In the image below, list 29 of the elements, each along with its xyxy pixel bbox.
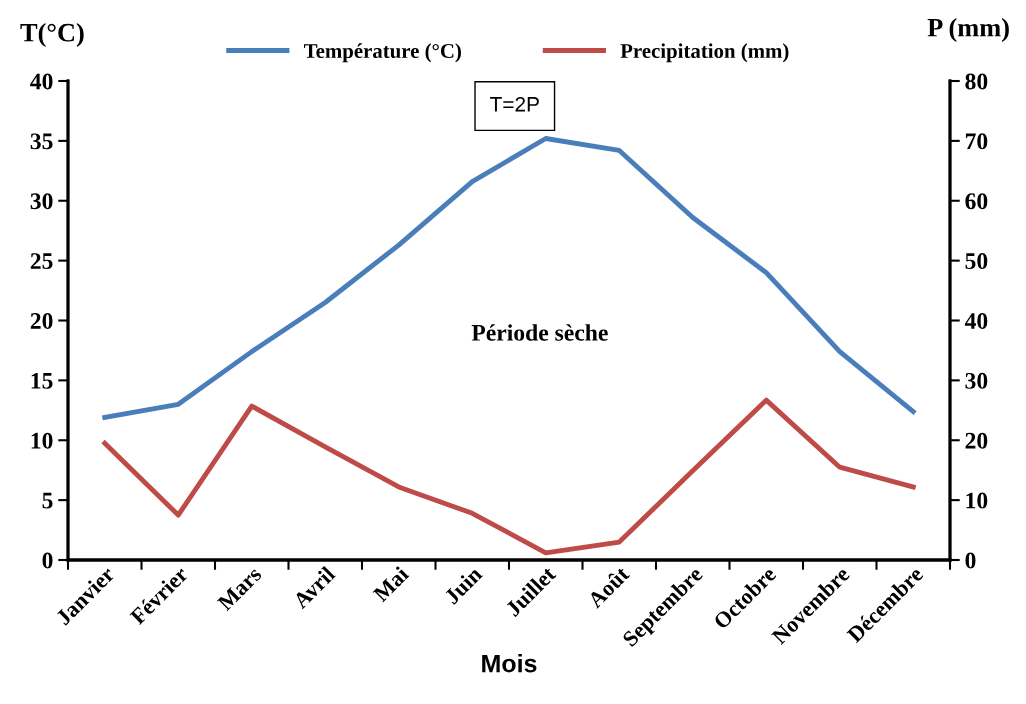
annotation: Période sèche: [471, 324, 608, 341]
y2-tick-label: 80: [965, 73, 988, 90]
x-tick-label: Mai: [371, 565, 410, 603]
line-series: [102, 136, 916, 420]
x-axis-title: Mois: [482, 654, 537, 673]
y2-tick-label: 0: [965, 552, 976, 569]
annotation: T=2P: [490, 96, 539, 112]
y-tick-label: 40: [30, 73, 53, 90]
y-tick-label: 15: [31, 372, 53, 389]
y2-tick-label: 60: [965, 193, 988, 210]
y-axis-title: T(°C): [20, 23, 84, 47]
y2-tick-label: 10: [966, 492, 988, 509]
x-tick-label: Juin: [443, 565, 484, 605]
y-tick-label: 5: [42, 492, 53, 509]
y2-tick-label: 70: [965, 133, 988, 150]
y-tick-label: 0: [42, 552, 53, 569]
y2-tick-label: 40: [964, 312, 988, 329]
y2-axis-title: P (mm): [927, 18, 1009, 42]
y-tick-label: 25: [30, 253, 53, 270]
y2-tick-label: 30: [965, 372, 988, 389]
y-tick-label: 30: [30, 193, 53, 210]
y2-tick-label: 20: [965, 432, 988, 449]
legend-label: Precipitation (mm): [620, 43, 789, 63]
y-tick-label: 10: [31, 432, 53, 449]
y2-tick-label: 50: [965, 253, 988, 270]
y-tick-label: 20: [30, 312, 53, 329]
y-tick-label: 35: [30, 133, 53, 150]
line-series: [102, 397, 916, 556]
legend-label: Température (°C): [303, 43, 461, 63]
